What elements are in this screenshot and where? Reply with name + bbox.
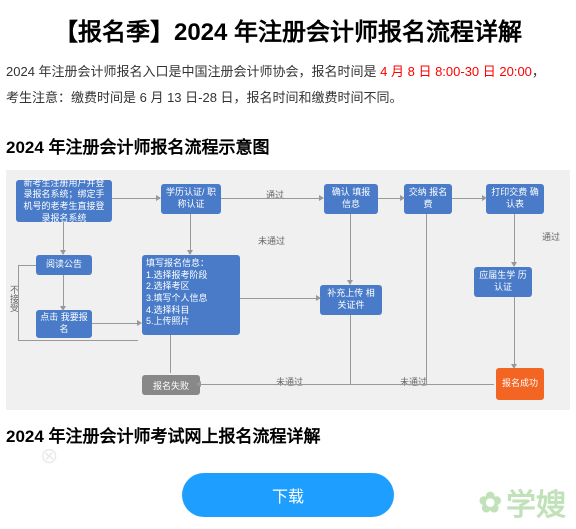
node-confirm-info: 确认 填报信息 xyxy=(324,184,378,214)
intro-prefix: 2024 年注册会计师报名入口是中国注册会计师协会，报名时间是 xyxy=(6,64,380,79)
label-notpass: 未通过 xyxy=(258,234,285,247)
fill-info-1: 1.选择报考阶段 xyxy=(146,270,208,282)
watermark-text: 学嫂 xyxy=(506,480,566,524)
section1-title: 2024 年注册会计师报名流程示意图 xyxy=(0,121,576,170)
fill-info-5: 5.上传照片 xyxy=(146,316,190,328)
node-signup-success: 报名成功 xyxy=(496,368,544,400)
flowchart-diagram: 新考生注册用户并登录报名系统；绑定手机号的老考生直接登录报名系统 学历认证/ 职… xyxy=(6,170,570,410)
fill-info-4: 4.选择科目 xyxy=(146,305,190,317)
node-upload-cert: 补充上传 相关证件 xyxy=(320,285,382,315)
node-fill-info: 填写报名信息： 1.选择报考阶段 2.选择考区 3.填写个人信息 4.选择科目 … xyxy=(142,255,240,335)
node-pay-fee: 交纳 报名费 xyxy=(404,184,452,214)
fill-info-3: 3.填写个人信息 xyxy=(146,293,208,305)
intro-suffix: ， xyxy=(532,64,545,79)
fill-info-title: 填写报名信息： xyxy=(146,258,209,270)
page-title: 【报名季】2024 年注册会计师报名流程详解 xyxy=(0,0,576,59)
label-not-accept: 不接受 xyxy=(8,285,21,312)
node-signup-fail: 报名失败 xyxy=(142,375,200,395)
label-pass: 通过 xyxy=(266,188,284,201)
label-pass2: 通过 xyxy=(542,230,560,243)
node-login: 新考生注册用户并登录报名系统；绑定手机号的老考生直接登录报名系统 xyxy=(16,180,112,222)
faint-watermark: ⊗ xyxy=(39,442,60,470)
node-click-signup: 点击 我要报名 xyxy=(36,310,92,338)
label-notpass2: 未通过 xyxy=(276,375,303,388)
fill-info-2: 2.选择考区 xyxy=(146,281,190,293)
node-edu-auth: 学历认证/ 职称认证 xyxy=(161,184,221,214)
download-button[interactable]: 下载 xyxy=(182,473,394,517)
intro-paragraph: 2024 年注册会计师报名入口是中国注册会计师协会，报名时间是 4 月 8 日 … xyxy=(0,59,576,111)
node-student-auth: 应届生学 历认证 xyxy=(474,267,532,297)
intro-highlight-date: 4 月 8 日 8:00-30 日 20:00 xyxy=(380,64,532,79)
label-notpass3: 未通过 xyxy=(400,375,427,388)
node-read-notice: 阅读公告 xyxy=(36,255,92,275)
intro-line2: 考生注意：缴费时间是 6 月 13 日-28 日，报名时间和缴费时间不同。 xyxy=(6,90,403,105)
flower-icon: ✿ xyxy=(479,486,502,519)
section2-title: 2024 年注册会计师考试网上报名流程详解 xyxy=(0,410,576,459)
brand-watermark: ✿ 学嫂 xyxy=(479,480,566,524)
node-print-confirm: 打印交费 确认表 xyxy=(486,184,544,214)
